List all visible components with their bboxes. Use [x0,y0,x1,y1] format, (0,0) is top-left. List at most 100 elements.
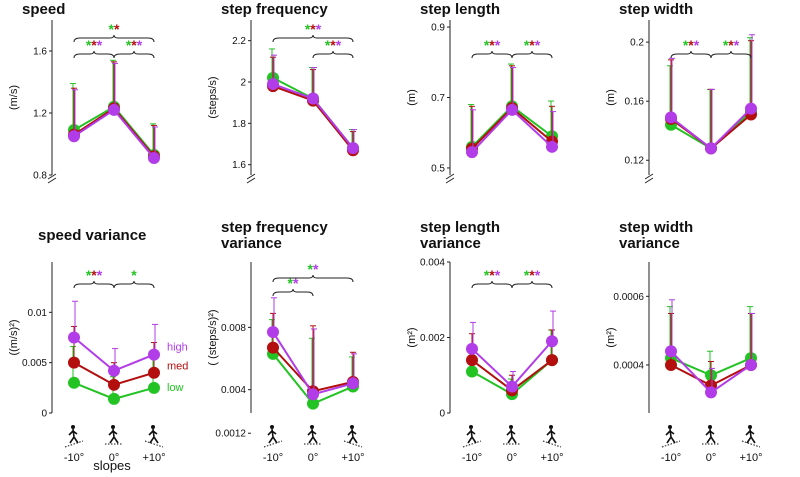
y-tick-label: 1.6 [33,47,47,58]
significance-stars: *** [86,267,103,283]
panel-title: step frequency [221,219,328,236]
walker-head [748,425,752,429]
significance-bracket: *** [113,37,155,59]
significance-bracket: *** [73,37,115,59]
walker-body [745,428,756,444]
star: * [310,21,316,37]
walker-body [267,428,278,444]
star: * [336,37,342,53]
star: * [97,37,103,53]
bracket-line [73,34,155,43]
panel-4: step width(m)0.120.160.2 *** *** [605,1,757,184]
star: * [114,21,120,37]
significance-bracket: ** [73,21,155,43]
data-point [148,366,160,379]
y-tick-label: 0.2 [630,38,644,49]
significance-stars: ** [109,21,120,37]
panel-title-line2: variance [221,235,282,252]
legend-low: low [167,382,184,394]
star: * [484,37,490,53]
star: * [723,37,729,53]
y-tick-label: 0 [439,409,445,420]
star: * [316,21,322,37]
walker-head [509,425,513,429]
data-point [68,130,80,143]
star: * [694,37,700,53]
walker-body [705,428,716,444]
data-point [665,111,677,124]
data-point [267,78,279,91]
star: * [86,267,92,283]
star: * [288,275,294,291]
x-tick-label: -10° [462,452,482,464]
walker-body [347,428,358,444]
walker-head [350,425,354,429]
data-point [705,386,717,399]
bracket-line [670,50,712,59]
data-point [148,151,160,164]
slope-line [64,440,84,448]
walker-head [310,425,314,429]
bracket-line [312,50,354,59]
data-point [307,397,319,410]
significance-bracket: ** [272,275,314,297]
walker-icon [542,425,562,448]
data-point [68,331,80,344]
bracket-line [511,280,553,289]
x-tick-label: +10° [739,452,762,464]
axis-break [246,173,256,184]
walker-head [668,425,672,429]
data-point [108,364,120,377]
star: * [131,37,137,53]
x-tick-label: 0° [507,452,518,464]
star: * [489,267,495,283]
walker-icon [462,425,482,448]
star: * [484,267,490,283]
data-point [665,358,677,371]
x-tick-label: -10° [661,452,681,464]
bracket-line [73,50,115,59]
star: * [97,267,103,283]
panel-title: step frequency [221,1,328,18]
panel-title-line2: variance [619,235,680,252]
star: * [91,37,97,53]
star: * [308,261,314,277]
significance-bracket: ** [272,261,354,283]
series-high [267,54,359,155]
significance-stars: *** [126,37,143,53]
series-high [68,300,160,377]
significance-stars: *** [86,37,103,53]
star: * [109,21,115,37]
star: * [313,261,319,277]
series-high [466,310,558,393]
data-point [745,102,757,115]
walker-body [546,428,557,444]
data-point [68,356,80,369]
x-tick-label: 0° [308,452,319,464]
x-tick-label: 0° [109,452,120,464]
star: * [495,267,501,283]
data-point [466,354,478,367]
y-axis-label: (steps/s) [207,76,219,118]
series-high [466,67,558,159]
star: * [529,37,535,53]
significance-stars: *** [305,21,322,37]
walker-icon [702,425,720,445]
slope-line [741,440,761,448]
y-tick-label: 0.005 [22,358,47,369]
panel-2: step frequency(steps/s)1.61.822.2****** [207,1,359,184]
significance-stars: *** [484,267,501,283]
walker-icon [105,425,123,445]
star: * [728,37,734,53]
y-tick-label: 0.16 [625,97,645,108]
significance-bracket: *** [471,267,513,289]
star: * [529,267,535,283]
data-point [506,103,518,116]
y-tick-label: 0.9 [431,23,445,34]
star: * [137,37,143,53]
data-point [108,392,120,405]
star: * [293,275,299,291]
star: * [535,267,541,283]
